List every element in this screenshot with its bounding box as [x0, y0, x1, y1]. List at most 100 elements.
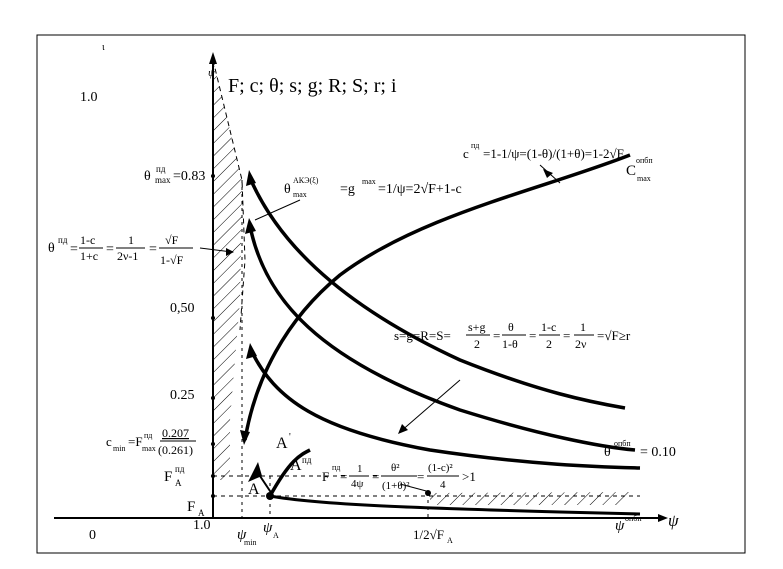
svg-text:ψ: ψ [237, 527, 247, 543]
y-tick-025 [211, 396, 215, 400]
svg-text:1-c: 1-c [80, 233, 95, 247]
svg-text:max: max [362, 177, 376, 186]
svg-text:ψ: ψ [263, 520, 273, 536]
x-axis-label: ψ [668, 511, 679, 530]
svg-text:1-√F: 1-√F [160, 253, 184, 267]
svg-text:АКЭ(ξ): АКЭ(ξ) [293, 176, 319, 185]
svg-text:=1/ψ=2√F+1-c: =1/ψ=2√F+1-c [378, 182, 462, 197]
s-equality-label: s=g=R=S= s+g 2 = θ 1-θ = 1-c 2 = 1 2ν =√… [394, 320, 631, 351]
middle-curve [248, 225, 636, 452]
svg-text:s=g=R=S=: s=g=R=S= [394, 328, 451, 343]
svg-text:F: F [164, 469, 172, 485]
svg-text:ψ: ψ [615, 518, 625, 534]
y-tick-fa-id [211, 474, 215, 478]
svg-text:min: min [113, 444, 125, 453]
s-curve-arrow [246, 343, 257, 359]
svg-text:1-c: 1-c [541, 320, 556, 334]
svg-text:1: 1 [128, 233, 134, 247]
theta-ake-leader [254, 199, 301, 221]
svg-text:=: = [563, 328, 570, 343]
svg-text:C: C [626, 163, 636, 179]
svg-text:пд: пд [471, 141, 479, 150]
middle-curve-arrow [245, 218, 256, 234]
svg-text:пд: пд [175, 464, 185, 474]
x-tick-half-sqrt: 1/2√F A [413, 527, 453, 545]
s-leader [399, 379, 461, 433]
y-tick-083 [211, 174, 215, 178]
svg-text:F: F [187, 499, 195, 515]
svg-text:0.207: 0.207 [162, 426, 189, 440]
svg-text:=: = [372, 469, 379, 484]
svg-text:c: c [463, 146, 469, 161]
svg-text:опбп: опбп [625, 514, 642, 523]
svg-text:пд: пд [156, 164, 166, 174]
svg-text:=F: =F [128, 434, 143, 449]
point-a-prime-label: A ' [276, 432, 291, 452]
c-max-label: C опбп max [626, 156, 653, 183]
svg-text:=: = [493, 328, 500, 343]
svg-text:опбп: опбп [636, 156, 653, 165]
theta-formula-leader-head [226, 248, 234, 256]
y-top-mark: ι [102, 42, 105, 53]
y-tick-cmin [211, 442, 215, 446]
theta-id-formula: θ пд = 1-c 1+c = 1 2ν-1 = √F 1-√F [48, 233, 193, 267]
x-tick-1: 1.0 [193, 518, 211, 533]
svg-text:1-θ: 1-θ [502, 337, 518, 351]
c-id-leader-head [543, 169, 553, 178]
svg-text:A: A [447, 536, 453, 545]
svg-text:=g: =g [340, 182, 355, 197]
svg-text:(1+θ)²: (1+θ)² [382, 480, 410, 492]
c-id-curve-arrow [240, 430, 250, 445]
svg-text:пд: пд [58, 235, 68, 245]
bottom-hatch [430, 492, 640, 505]
theta-max-label: θ пд max =0.83 [144, 164, 205, 185]
fa-id-label: F пд A [164, 464, 185, 488]
svg-text:=: = [70, 242, 78, 257]
svg-text:2ν-1: 2ν-1 [117, 249, 138, 263]
svg-text:=: = [340, 469, 347, 484]
theta-ake-label: θ АКЭ(ξ) max =g max =1/ψ=2√F+1-c [284, 176, 462, 199]
svg-text:θ: θ [284, 182, 291, 197]
svg-text:max: max [142, 444, 156, 453]
f-id-curve [269, 494, 641, 516]
f-id-formula: F пд = 1 4ψ = θ² (1+θ)² = (1-c)² 4 >1 [322, 462, 476, 492]
y-tick-label-1: 1.0 [80, 90, 98, 105]
svg-text:max: max [155, 175, 171, 185]
f-id-leader [399, 483, 431, 493]
point-a [266, 492, 274, 500]
svg-text:': ' [289, 432, 291, 443]
svg-text:=√F≥r: =√F≥r [597, 328, 631, 343]
s-leader-head [398, 424, 408, 434]
svg-text:A: A [290, 457, 302, 474]
point-a-id-label: A пд [290, 455, 312, 474]
svg-text:θ: θ [144, 169, 151, 184]
y-axis-arrow [209, 52, 217, 64]
y-tick-label-025: 0.25 [170, 388, 195, 403]
svg-text:пд: пд [144, 431, 152, 440]
svg-text:min: min [244, 538, 256, 547]
svg-text:A: A [198, 508, 205, 518]
svg-text:s+g: s+g [468, 320, 485, 334]
a-prime-arrow [248, 462, 262, 482]
svg-text:(1-c)²: (1-c)² [428, 462, 453, 474]
svg-text:θ²: θ² [391, 462, 400, 474]
svg-text:>1: >1 [462, 469, 476, 484]
svg-text:√F: √F [165, 233, 179, 247]
fa-label: F A [187, 499, 205, 518]
svg-text:max: max [637, 174, 651, 183]
svg-text:1: 1 [580, 320, 586, 334]
svg-text:θ: θ [48, 241, 55, 256]
y-tick-label-050: 0,50 [170, 301, 195, 316]
svg-text:1+c: 1+c [80, 249, 98, 263]
svg-text:4: 4 [440, 479, 446, 491]
x-axis-arrow [658, 514, 668, 522]
x-tick-psi-min: ψ min [237, 527, 256, 547]
c-id-curve [243, 153, 631, 441]
svg-text:2: 2 [474, 337, 480, 351]
s-curve [249, 349, 641, 470]
svg-text:(0.261): (0.261) [158, 443, 193, 457]
a-to-aid-curve [268, 448, 311, 497]
svg-text:=: = [106, 242, 114, 257]
svg-text:=: = [149, 242, 157, 257]
